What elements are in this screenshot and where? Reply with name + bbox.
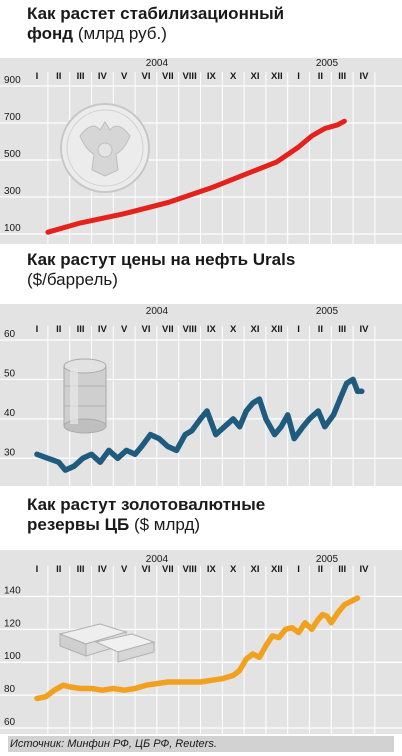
- month-label: II: [56, 564, 61, 575]
- reserves-chart: 60 80 100 120 140 2004 2005 I II III IV V VI VII VIII I…: [0, 550, 402, 734]
- month-label: IV: [98, 564, 108, 575]
- year-label: 2005: [316, 554, 339, 565]
- y-tick-label: 30: [4, 447, 16, 458]
- month-label: VII: [162, 564, 174, 575]
- month-label: VI: [142, 71, 151, 82]
- month-label: X: [230, 71, 237, 82]
- oil-chart-title: Как растут цены на нефть Urals ($/баррел…: [27, 250, 295, 290]
- month-label: II: [318, 564, 323, 575]
- month-label: VIII: [182, 324, 196, 335]
- month-label: XII: [271, 564, 283, 575]
- fund-chart: 100 300 500 700 900 2004 2005 I II III IV V VI VII VII…: [0, 58, 402, 244]
- month-label: XII: [271, 324, 283, 335]
- y-tick-label: 40: [4, 408, 16, 419]
- month-label: VI: [142, 564, 151, 575]
- month-label: II: [318, 324, 323, 335]
- year-label: 2005: [316, 58, 339, 69]
- bar-front-face: [117, 641, 155, 663]
- coin-rim: [66, 109, 144, 187]
- data-line: [34, 595, 361, 702]
- reserves-title-unit: ($ млрд): [133, 515, 201, 534]
- data-line: [45, 118, 347, 235]
- month-label: I: [297, 324, 300, 335]
- y-tick-label: 300: [4, 186, 21, 197]
- month-label: VII: [162, 71, 174, 82]
- month-label: III: [77, 324, 85, 335]
- month-label: XI: [251, 324, 260, 335]
- month-label: X: [230, 324, 237, 335]
- y-tick-label: 60: [4, 717, 16, 728]
- month-label: III: [77, 564, 85, 575]
- year-label: 2004: [146, 554, 169, 565]
- oil-chart: 30 40 50 60 2004 2005 I II III IV V VI VII VIII IX X XI X…: [0, 304, 402, 486]
- month-label: III: [338, 71, 346, 82]
- oil-title-line1: Как растут цены на нефть Urals: [27, 250, 296, 269]
- reserves-chart-title: Как растут золотовалютные резервы ЦБ ($ …: [27, 495, 265, 535]
- reserves-title-line1: Как растут золотовалютные: [27, 495, 266, 514]
- month-label: III: [77, 71, 85, 82]
- month-label: I: [36, 564, 39, 575]
- month-label: XI: [251, 71, 260, 82]
- fund-title-line2: фонд: [27, 24, 74, 43]
- y-tick-label: 700: [4, 112, 21, 123]
- month-label: IX: [207, 71, 217, 82]
- month-label: IV: [360, 324, 370, 335]
- y-tick-label: 900: [4, 75, 21, 86]
- y-tick-label: 500: [4, 149, 21, 160]
- y-tick-label: 80: [4, 684, 16, 695]
- y-tick-label: 100: [4, 223, 21, 234]
- month-label: VIII: [182, 564, 196, 575]
- fund-title-line1: Как растет стабилизационный: [27, 4, 285, 23]
- y-tick-label: 120: [4, 618, 21, 629]
- coat-of-arms-coin-icon: [60, 103, 150, 193]
- year-label: 2004: [146, 58, 169, 69]
- fund-title-unit: (млрд руб.): [77, 24, 167, 43]
- month-label: IV: [98, 71, 108, 82]
- month-label: IV: [98, 324, 108, 335]
- year-label: 2005: [316, 306, 339, 317]
- reserves-title-line2: резервы ЦБ: [27, 515, 130, 534]
- month-label: XII: [271, 71, 283, 82]
- month-label: V: [121, 71, 128, 82]
- month-label: IV: [360, 564, 370, 575]
- month-label: I: [297, 71, 300, 82]
- source-note: Источник: Минфин РФ, ЦБ РФ, Reuters.: [8, 736, 394, 752]
- year-label: 2004: [146, 306, 169, 317]
- oil-barrel-icon: [63, 358, 107, 434]
- month-label: I: [36, 324, 39, 335]
- y-tick-label: 140: [4, 585, 21, 596]
- month-label: V: [121, 324, 128, 335]
- month-label: IX: [207, 564, 217, 575]
- month-label: II: [56, 324, 61, 335]
- month-label: I: [36, 71, 39, 82]
- month-label: X: [230, 564, 237, 575]
- month-label: II: [56, 71, 61, 82]
- month-label: I: [297, 564, 300, 575]
- month-label: VI: [142, 324, 151, 335]
- barrel-highlight: [70, 368, 78, 424]
- oil-title-unit: ($/баррель): [27, 270, 118, 289]
- month-label: VIII: [182, 71, 196, 82]
- y-tick-label: 50: [4, 368, 16, 379]
- month-label: II: [318, 71, 323, 82]
- gold-bars-icon: [58, 623, 156, 663]
- month-label: III: [338, 564, 346, 575]
- data-line: [34, 376, 365, 473]
- month-label: IX: [207, 324, 217, 335]
- month-label: XI: [251, 564, 260, 575]
- y-tick-label: 100: [4, 651, 21, 662]
- month-label: IV: [360, 71, 370, 82]
- month-label: III: [338, 324, 346, 335]
- month-label: VII: [162, 324, 174, 335]
- fund-chart-title: Как растет стабилизационный фонд (млрд р…: [27, 4, 284, 44]
- source-text: Источник: Минфин РФ, ЦБ РФ, Reuters.: [10, 738, 217, 750]
- month-label: V: [121, 564, 128, 575]
- y-tick-label: 60: [4, 329, 16, 340]
- eagle-shield: [97, 142, 113, 158]
